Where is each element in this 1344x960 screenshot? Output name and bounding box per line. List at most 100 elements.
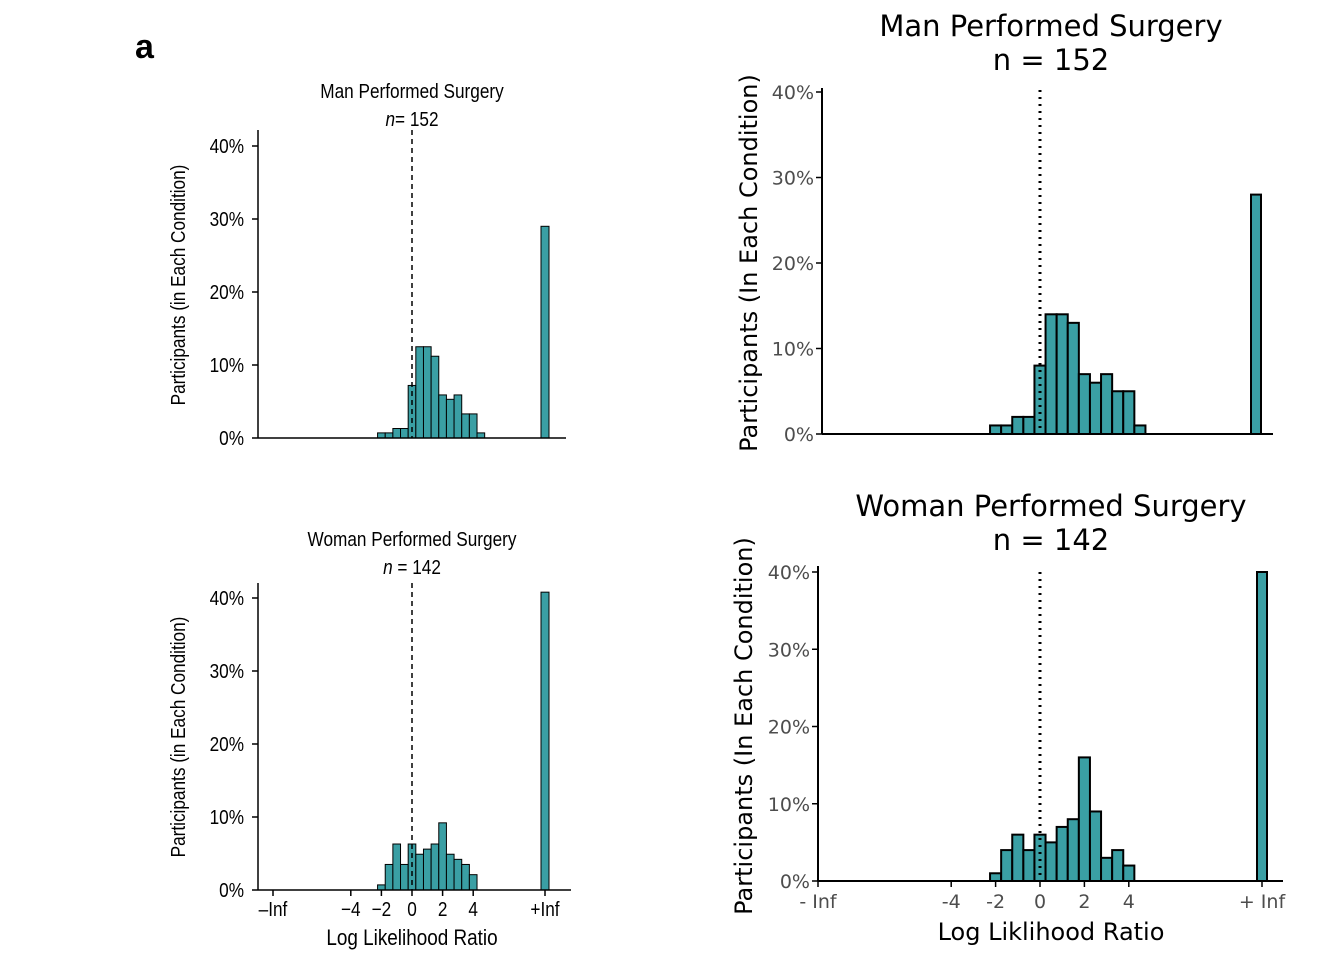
bar <box>468 874 478 891</box>
chart-subtitle: n = 152 <box>993 43 1109 77</box>
bar <box>1111 849 1125 882</box>
bar <box>1066 321 1080 436</box>
y-axis-label: Participants (In Each Condition) <box>735 74 763 452</box>
bar <box>392 843 402 891</box>
y-tick-label: 0% <box>780 871 810 893</box>
bars <box>989 571 1268 883</box>
bar <box>1066 818 1080 883</box>
y-axis-label: Participants (In Each Condition) <box>730 537 758 915</box>
chart-left-man: Man Performed Surgery n= 152 Participant… <box>167 80 566 449</box>
y-tick-label: 30% <box>210 208 244 231</box>
bar <box>422 848 432 891</box>
bar <box>1044 313 1058 435</box>
chart-subtitle: n= 152 <box>385 108 438 131</box>
y-tick-label: 40% <box>768 562 810 584</box>
bar <box>989 424 1003 436</box>
bar <box>1088 381 1103 436</box>
x-axis-label: Log Likelihood Ratio <box>326 926 497 951</box>
bar <box>1077 756 1091 883</box>
x-tick-label: -4 <box>942 891 961 913</box>
y-axis-ticks: 0% 10% 20% 30% 40% <box>210 135 258 449</box>
chart-title: Woman Performed Surgery <box>855 489 1246 523</box>
bar <box>461 413 470 439</box>
y-tick-label: 0% <box>784 424 814 446</box>
bar <box>989 872 1003 883</box>
y-tick-label: 20% <box>772 253 814 275</box>
x-tick-label: - Inf <box>799 891 838 913</box>
bar <box>1055 313 1069 435</box>
y-axis-label: Participants (in Each Condition) <box>167 165 190 406</box>
bar <box>453 858 463 891</box>
bar <box>400 863 409 891</box>
bar <box>445 398 455 439</box>
chart-left-woman: Woman Performed Surgery n = 142 Particip… <box>167 528 571 951</box>
y-axis-ticks: 0% 10% 20% 30% 40% <box>210 587 258 902</box>
y-tick-label: 0% <box>219 879 244 902</box>
bar <box>1122 390 1136 435</box>
x-tick-label: 0 <box>407 898 417 921</box>
bar <box>476 432 486 439</box>
bar <box>422 346 432 439</box>
y-tick-label: 10% <box>768 794 810 816</box>
bar-inf <box>540 225 550 439</box>
x-axis-ticks: –Inf −4 −2 0 2 4 +Inf <box>259 890 560 921</box>
x-axis-label: Log Liklihood Ratio <box>938 918 1165 946</box>
bar-inf <box>540 591 550 891</box>
bar <box>1077 373 1091 435</box>
bar <box>1000 424 1014 436</box>
chart-title: Woman Performed Surgery <box>308 528 518 551</box>
bar <box>1100 856 1114 883</box>
bar <box>384 432 394 439</box>
bar <box>1011 833 1025 883</box>
y-tick-label: 40% <box>772 82 814 104</box>
y-tick-label: 10% <box>210 354 244 377</box>
y-tick-label: 10% <box>772 339 814 361</box>
bars <box>377 591 550 891</box>
bar-inf <box>1250 193 1262 435</box>
chart-right-woman: Woman Performed Surgery n = 142 Particip… <box>730 489 1286 946</box>
y-tick-label: 20% <box>768 717 810 739</box>
bar <box>415 853 424 891</box>
y-axis-label: Participants (in Each Condition) <box>167 617 190 858</box>
y-tick-label: 30% <box>210 660 244 683</box>
bar <box>461 863 470 891</box>
bar <box>1133 424 1147 436</box>
bar <box>1111 390 1125 435</box>
panel-label: a <box>135 28 155 66</box>
bar <box>438 822 447 891</box>
bar <box>430 843 440 891</box>
x-tick-label: +Inf <box>530 898 560 921</box>
bar-inf <box>1256 571 1268 882</box>
y-tick-label: 30% <box>772 168 814 190</box>
y-tick-label: 30% <box>768 639 810 661</box>
bar <box>468 413 478 439</box>
bar <box>377 432 386 439</box>
x-tick-label: 4 <box>1123 891 1135 913</box>
y-tick-label: 40% <box>210 587 244 610</box>
bar <box>1022 849 1036 882</box>
x-tick-label: 4 <box>468 898 478 921</box>
x-tick-label: −4 <box>341 898 361 921</box>
y-axis-ticks: 0% 10% 20% 30% 40% <box>768 562 818 893</box>
x-tick-label: 0 <box>1034 891 1046 913</box>
chart-subtitle: n = 142 <box>383 556 441 579</box>
bar <box>430 355 440 439</box>
bar <box>445 853 455 891</box>
bar <box>438 394 447 439</box>
bar <box>1044 841 1058 882</box>
bar <box>1055 825 1069 882</box>
bars <box>377 225 550 439</box>
y-tick-label: 20% <box>210 733 244 756</box>
y-tick-label: 10% <box>210 806 244 829</box>
x-tick-label: + Inf <box>1239 891 1287 913</box>
bar <box>415 346 424 439</box>
x-axis-ticks: - Inf -4 -2 0 2 4 + Inf <box>799 881 1286 913</box>
bar <box>1122 864 1136 882</box>
bar <box>400 428 409 439</box>
y-tick-label: 20% <box>210 281 244 304</box>
chart-title: Man Performed Surgery <box>320 80 504 103</box>
bar <box>1011 415 1025 435</box>
chart-title: Man Performed Surgery <box>879 9 1222 43</box>
bars <box>989 193 1262 436</box>
